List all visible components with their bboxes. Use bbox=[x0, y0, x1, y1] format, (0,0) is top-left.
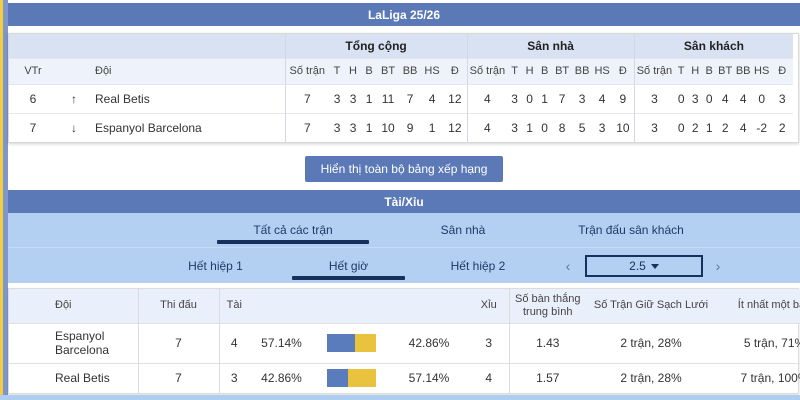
left-accent-strip bbox=[0, 0, 3, 400]
standings-column-header-row: VTr Đội Số trận T H B BT BB HS Đ Số trận… bbox=[9, 57, 794, 85]
over-bar-segment bbox=[326, 369, 348, 388]
team-name[interactable]: Espanyol Barcelona bbox=[91, 112, 286, 142]
period-tab-row: Hết hiệp 1 Hết giờ Hết hiệp 2 ‹ 2.5 › bbox=[8, 247, 800, 283]
over-under-ratio-bar bbox=[326, 334, 377, 352]
ou-col-played: Thi đấu bbox=[138, 289, 220, 323]
ou-row-real-betis: Real Betis 7 3 42.86% 57.14% 4 1.57 2 tr… bbox=[9, 362, 800, 393]
line-next-button[interactable]: › bbox=[715, 257, 721, 274]
under-bar-segment bbox=[347, 369, 377, 388]
col-rank: VTr bbox=[9, 57, 57, 85]
active-tab-underline bbox=[217, 240, 369, 244]
ou-col-team: Đội bbox=[9, 289, 139, 323]
over-under-ratio-bar bbox=[326, 369, 377, 388]
group-header-home: Sân nhà bbox=[466, 34, 635, 58]
bottom-accent-strip bbox=[0, 395, 800, 400]
over-under-tabs: Tất cả các trận Sân nhà Trận đấu sân khá… bbox=[8, 213, 800, 283]
ou-row-espanyol: Espanyol Barcelona 7 4 57.14% 42.86% 3 1… bbox=[9, 322, 800, 363]
group-header-total: Tổng cộng bbox=[284, 34, 468, 58]
over-under-title: Tài/Xỉu bbox=[384, 194, 424, 209]
over-under-table: Đội Thi đấu Tài Xỉu Số bàn thắng trung b… bbox=[9, 289, 800, 393]
tab-away-matches[interactable]: Trận đấu sân khách bbox=[578, 223, 684, 237]
standings-card: Tổng cộng Sân nhà Sân khách VTr Đội Số t… bbox=[8, 33, 799, 143]
tab-half-time-1[interactable]: Hết hiệp 1 bbox=[188, 258, 243, 273]
tab-all-matches[interactable]: Tất cả các trận bbox=[203, 213, 383, 247]
trend-up-icon: ↑ bbox=[71, 91, 77, 106]
league-title: LaLiga 25/26 bbox=[367, 7, 441, 22]
tab-half-time-2[interactable]: Hết hiệp 2 bbox=[450, 258, 506, 273]
standings-group-header-row: Tổng cộng Sân nhà Sân khách bbox=[9, 34, 794, 58]
team-name[interactable]: Real Betis bbox=[95, 91, 150, 106]
standings-row-real-betis: 6 ↑ Real Betis 7 3 3 1 11 7 4 12 4 3 0 1… bbox=[9, 84, 793, 113]
team-name[interactable]: Real Betis bbox=[9, 362, 139, 393]
trend-down-icon: ↓ bbox=[57, 112, 91, 142]
caret-down-icon bbox=[650, 263, 659, 269]
tab-full-time[interactable]: Hết giờ bbox=[281, 248, 416, 283]
over-under-card: Đội Thi đấu Tài Xỉu Số bàn thắng trung b… bbox=[8, 288, 800, 394]
active-tab-underline bbox=[291, 276, 406, 280]
ou-col-avg-goals: Số bàn thắng trung bình bbox=[509, 289, 586, 323]
ou-col-clean-sheets: Số Trận Giữ Sạch Lưới bbox=[586, 289, 716, 323]
league-header-bar: LaLiga 25/26 bbox=[8, 3, 800, 26]
rank: 7 bbox=[9, 112, 57, 142]
line-prev-button[interactable]: ‹ bbox=[565, 257, 571, 274]
tab-home[interactable]: Sân nhà bbox=[440, 223, 486, 237]
group-header-away: Sân khách bbox=[633, 34, 794, 58]
left-border-strip bbox=[3, 0, 8, 400]
under-bar-segment bbox=[355, 334, 377, 352]
line-value: 2.5 bbox=[629, 259, 646, 273]
ou-col-under: Xỉu bbox=[469, 289, 510, 323]
rank: 6 bbox=[29, 91, 37, 106]
ou-col-over: Tài bbox=[219, 289, 249, 323]
line-value-dropdown[interactable]: 2.5 bbox=[585, 255, 703, 277]
over-bar-segment bbox=[326, 334, 356, 352]
standings-row-espanyol: 7 ↓ Espanyol Barcelona 7 3 3 1 10 9 1 12… bbox=[9, 112, 794, 142]
over-under-header-bar: Tài/Xỉu bbox=[8, 190, 800, 213]
team-name[interactable]: Espanyol Barcelona bbox=[9, 322, 139, 363]
show-full-standings-button[interactable]: Hiển thị toàn bộ bảng xếp hạng bbox=[304, 156, 504, 182]
scope-tab-row: Tất cả các trận Sân nhà Trận đấu sân khá… bbox=[8, 213, 800, 247]
col-team: Đội bbox=[91, 57, 286, 85]
standings-table: Tổng cộng Sân nhà Sân khách VTr Đội Số t… bbox=[9, 34, 794, 142]
over-under-header-row: Đội Thi đấu Tài Xỉu Số bàn thắng trung b… bbox=[9, 289, 800, 323]
ou-col-at-least-one: Ít nhất một bàn bbox=[716, 289, 800, 323]
